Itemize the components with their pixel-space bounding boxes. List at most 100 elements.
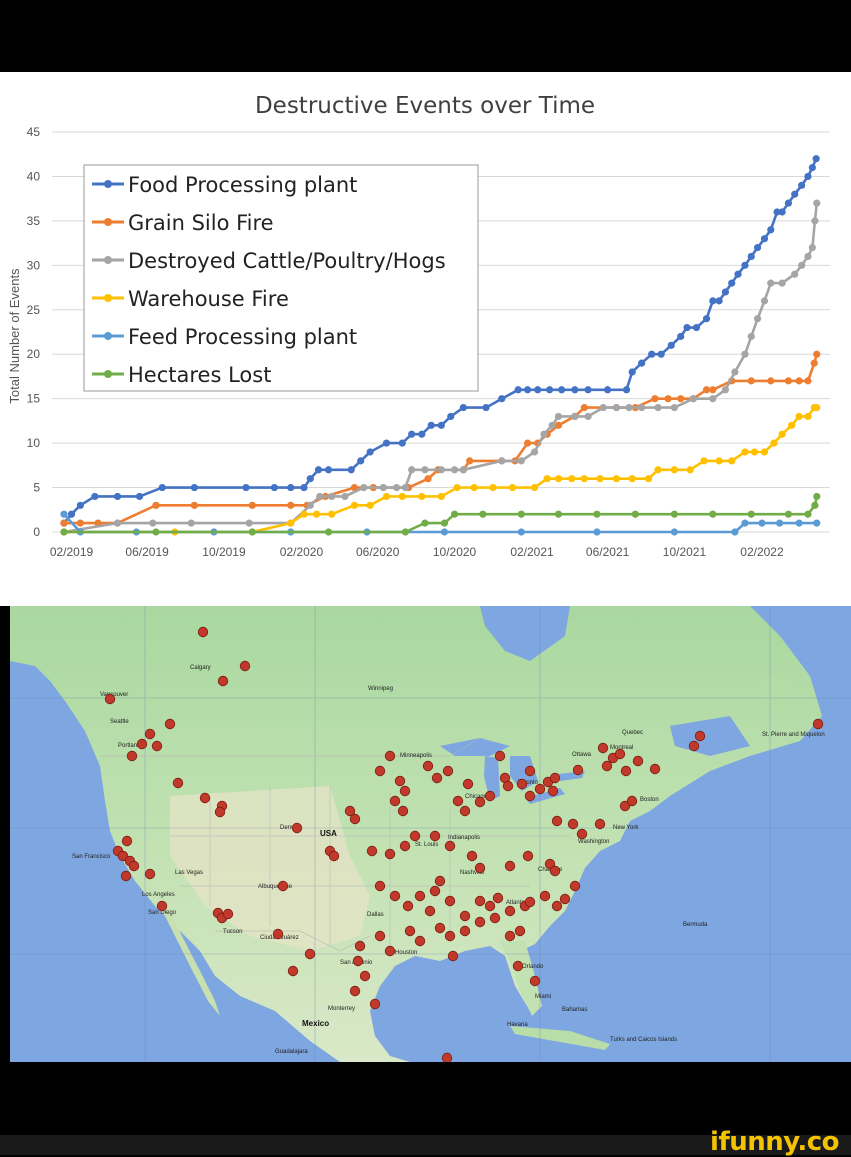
data-point	[558, 386, 566, 394]
land-florida	[500, 941, 542, 1016]
data-point	[440, 519, 449, 527]
data-point	[741, 261, 749, 269]
event-marker	[812, 718, 824, 730]
data-point	[702, 315, 711, 323]
data-point	[437, 492, 445, 501]
data-point	[366, 448, 374, 456]
event-marker	[514, 925, 526, 937]
data-point	[808, 243, 816, 252]
event-marker	[151, 740, 163, 752]
event-marker	[431, 772, 443, 784]
event-marker	[359, 970, 371, 982]
event-marker	[429, 885, 441, 897]
event-marker	[409, 830, 421, 842]
data-point	[677, 332, 685, 341]
y-tick-label: 45	[27, 125, 41, 139]
event-marker	[474, 796, 486, 808]
data-point	[498, 395, 506, 403]
map-label-montreal: Montreal	[610, 745, 633, 751]
map-label-calgary: Calgary	[190, 665, 211, 671]
event-marker	[551, 815, 563, 827]
y-tick-label: 40	[27, 169, 41, 183]
event-marker	[144, 728, 156, 740]
data-point	[654, 403, 662, 412]
data-point	[644, 475, 653, 483]
data-point	[657, 350, 665, 358]
x-tick-label: 06/2021	[586, 545, 630, 559]
data-point	[517, 528, 525, 536]
data-point	[721, 288, 730, 296]
data-point	[534, 386, 542, 394]
data-point	[667, 341, 675, 349]
data-point	[408, 466, 416, 474]
x-tick-label: 06/2019	[125, 545, 169, 559]
event-marker	[120, 870, 132, 882]
data-point	[548, 421, 556, 429]
data-point	[489, 483, 497, 492]
legend-label: Feed Processing plant	[128, 325, 357, 349]
data-point	[571, 386, 579, 394]
data-point	[721, 386, 730, 394]
legend-swatch-marker	[104, 218, 112, 226]
land-newfoundland	[755, 671, 810, 721]
event-marker	[620, 765, 632, 777]
map-label-orlando: Orlando	[522, 964, 544, 970]
data-point	[628, 475, 636, 483]
y-tick-label: 15	[27, 392, 41, 406]
data-point	[514, 386, 522, 394]
data-point	[459, 466, 467, 474]
data-point	[804, 172, 812, 181]
event-marker	[459, 910, 471, 922]
data-point	[287, 501, 295, 509]
border-lines	[100, 737, 570, 952]
event-marker	[522, 850, 534, 862]
event-marker	[304, 948, 316, 960]
data-point	[584, 412, 592, 421]
data-point	[584, 386, 592, 394]
ifunny-watermark: ifunny.co	[710, 1127, 839, 1157]
event-marker	[126, 750, 138, 762]
data-point	[524, 386, 532, 394]
event-markers	[104, 626, 824, 1062]
event-marker	[442, 765, 454, 777]
data-point	[795, 519, 803, 527]
event-marker	[399, 785, 411, 797]
event-marker	[484, 790, 496, 802]
data-point	[427, 421, 435, 429]
data-point	[804, 377, 812, 385]
land-cuba	[510, 1026, 610, 1050]
data-point	[554, 421, 563, 429]
data-point	[804, 252, 812, 261]
event-marker	[117, 850, 129, 862]
data-point	[604, 386, 612, 394]
event-marker	[572, 764, 584, 776]
event-marker	[544, 858, 556, 870]
event-marker	[504, 905, 516, 917]
event-marker	[424, 905, 436, 917]
data-point	[631, 510, 639, 518]
event-marker	[694, 730, 706, 742]
data-point	[593, 528, 601, 536]
y-tick-label: 30	[27, 258, 41, 272]
data-point	[401, 528, 410, 536]
data-point	[747, 377, 755, 385]
data-point	[767, 279, 775, 287]
map-gridlines	[10, 606, 851, 1062]
event-marker	[529, 975, 541, 987]
event-marker	[502, 780, 514, 792]
data-point	[795, 377, 803, 385]
data-point	[470, 483, 478, 492]
data-point	[91, 492, 99, 501]
data-point	[767, 226, 775, 234]
data-point	[312, 510, 321, 518]
data-point	[628, 368, 636, 376]
event-marker	[128, 860, 140, 872]
event-marker	[441, 1052, 453, 1062]
map-label-toronto: Toronto	[518, 780, 539, 786]
data-point	[424, 475, 432, 483]
data-point	[622, 386, 631, 394]
event-marker	[344, 805, 356, 817]
line-chart: Destructive Events over Time 0 5 10 15 20 25 3…	[7, 93, 830, 559]
data-point	[747, 510, 755, 518]
data-point	[791, 270, 799, 278]
